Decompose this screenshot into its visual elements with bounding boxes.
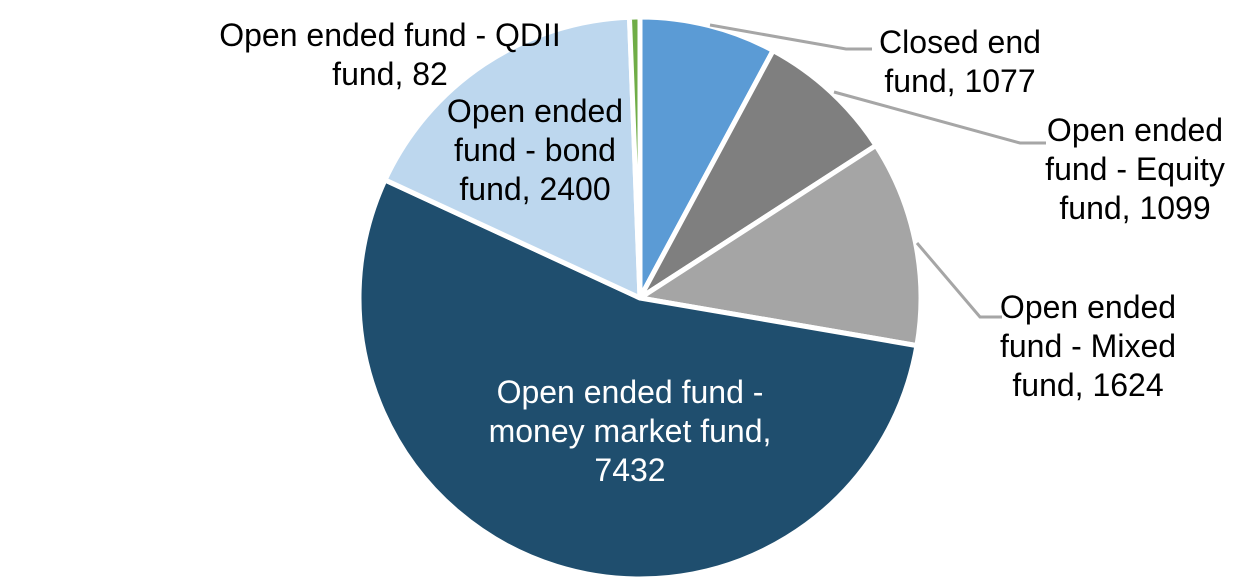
pie-slice-open-ended-fund-equity-fund xyxy=(637,48,879,301)
leader-line-equity-fund xyxy=(833,90,1046,145)
pie-slice-open-ended-fund-mixed-fund xyxy=(637,142,924,349)
data-label-bond-fund: Open ended fund - bond fund, 2400 xyxy=(446,93,624,207)
pie-slice-open-ended-fund-bond-fund xyxy=(382,14,643,301)
data-label-money-market-fund: Open ended fund - money market fund, 743… xyxy=(488,374,772,488)
pie-slice-open-ended-fund-money-market-fund xyxy=(356,177,920,582)
data-label-mixed-fund: Open ended fund - Mixed fund, 1624 xyxy=(999,289,1177,403)
pie-slice-closed-end-fund xyxy=(637,14,776,301)
pie-slices-group xyxy=(356,14,924,582)
data-label-closed-end-fund: Closed end fund, 1077 xyxy=(879,24,1041,99)
pie-slice-open-ended-fund-qdii-fund xyxy=(626,14,643,301)
leader-line-mixed-fund xyxy=(915,242,1002,319)
leader-line-closed-end-fund xyxy=(709,23,872,51)
data-label-equity-fund: Open ended fund - Equity fund, 1099 xyxy=(1045,112,1225,226)
data-label-qdii-fund: Open ended fund - QDII fund, 82 xyxy=(219,17,561,92)
